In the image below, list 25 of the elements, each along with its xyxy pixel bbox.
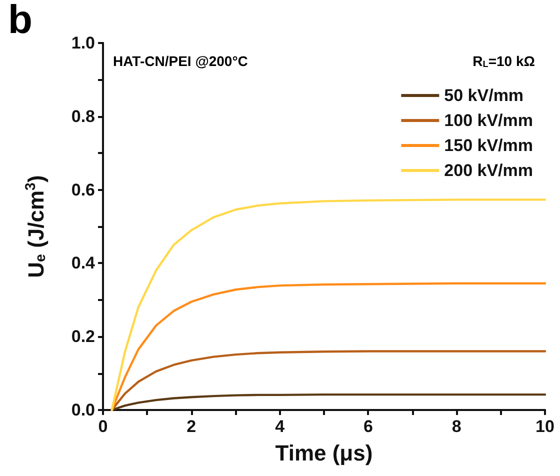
- y-tick-label: 0.8: [71, 106, 95, 126]
- legend-label: 150 kV/mm: [444, 136, 534, 155]
- line-series: [110, 282, 546, 412]
- x-tick-label: 0: [98, 417, 108, 436]
- line-series: [110, 350, 546, 412]
- annotation: HAT-CN/PEI @200°C: [113, 53, 248, 69]
- legend-label: 50 kV/mm: [444, 86, 524, 105]
- y-tick-label: 1.0: [71, 34, 95, 52]
- text: b: [8, 0, 32, 42]
- line-series: [110, 198, 546, 412]
- legend-label: 200 kV/mm: [444, 161, 534, 180]
- x-axis-title: Time (μs): [275, 440, 373, 466]
- x-tick-label: 10: [536, 417, 554, 436]
- x-tick-label: 6: [363, 417, 373, 436]
- x-tick-label: 4: [275, 417, 286, 436]
- x-tick-label: 2: [186, 417, 196, 436]
- y-tick-label: 0.4: [71, 254, 96, 273]
- legend-label: 100 kV/mm: [444, 111, 534, 130]
- x-tick-label: 8: [452, 417, 462, 436]
- y-tick-label: 0.0: [71, 400, 95, 420]
- y-tick-label: 0.2: [71, 327, 95, 346]
- annotation: RL=10 kΩ: [472, 53, 536, 70]
- line-series: [110, 393, 546, 412]
- y-tick-label: 0.6: [71, 180, 95, 200]
- y-axis-title: Ue (J/cm3): [23, 175, 49, 278]
